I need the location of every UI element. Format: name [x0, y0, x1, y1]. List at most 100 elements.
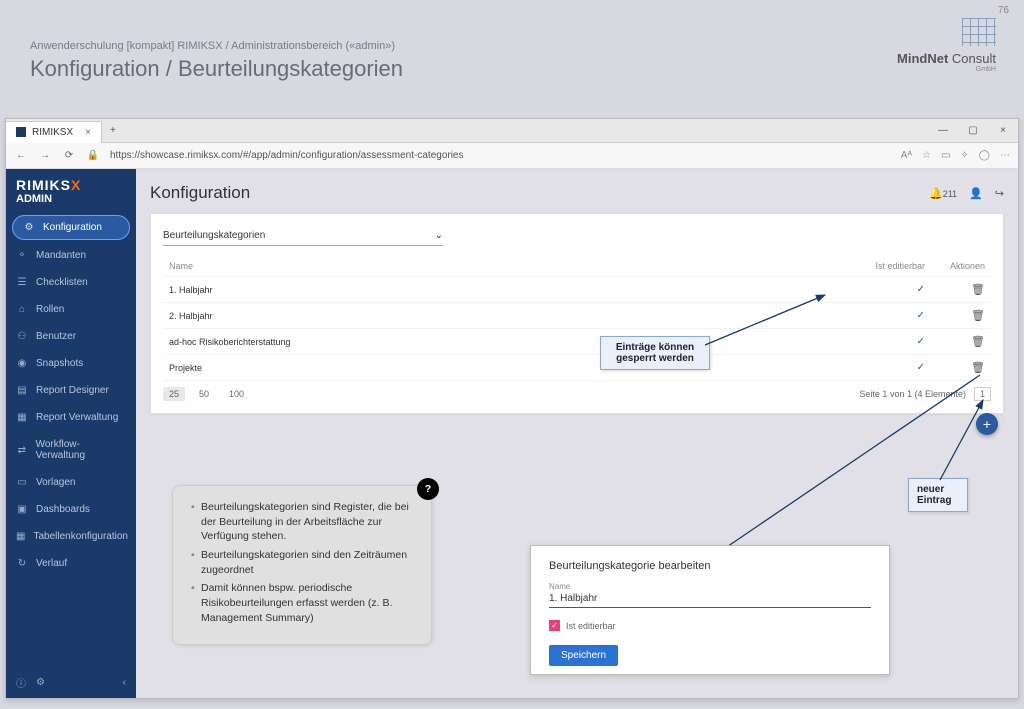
nav-icon: ⚙ — [23, 222, 35, 233]
browser-tab[interactable]: RIMIKSX × — [6, 121, 102, 143]
delete-icon[interactable]: 🗑 — [971, 310, 985, 322]
info-bullet: Damit können bspw. periodische Risikobeu… — [191, 581, 413, 625]
nav-label: Report Designer — [36, 385, 109, 396]
extension-icon[interactable]: ✧ — [960, 150, 968, 161]
nav-label: Dashboards — [36, 504, 90, 515]
nav-label: Tabellenkonfiguration — [33, 531, 128, 542]
check-icon[interactable]: ✓ — [917, 284, 925, 295]
nav-icon: ▤ — [16, 385, 28, 396]
table-row[interactable]: Projekte✓🗑 — [163, 355, 991, 381]
nav-icon: ▣ — [16, 504, 28, 515]
check-icon[interactable]: ✓ — [917, 362, 925, 373]
profile-icon[interactable]: ◯ — [979, 150, 990, 161]
collapse-sidebar-icon[interactable]: ‹ — [123, 677, 126, 688]
nav-icon: ↻ — [16, 558, 28, 569]
help-icon[interactable]: ⓘ — [16, 675, 26, 690]
help-badge-icon: ? — [417, 478, 439, 500]
category-dropdown[interactable]: Beurteilungskategorien ⌄ — [163, 226, 443, 246]
read-icon[interactable]: Aᴬ — [901, 150, 912, 161]
sidebar-item-dashboards[interactable]: ▣ Dashboards — [6, 496, 136, 523]
collection-icon[interactable]: ▭ — [941, 150, 950, 161]
col-actions: Aktionen — [931, 256, 991, 277]
nav-label: Verlauf — [36, 558, 67, 569]
nav: ⚙Konfiguration⚬Mandanten☰Checklisten⌂Rol… — [6, 213, 136, 577]
close-icon[interactable]: × — [988, 125, 1018, 136]
delete-icon[interactable]: 🗑 — [971, 362, 985, 374]
nav-icon: ▦ — [16, 412, 28, 423]
main-title: Konfiguration — [150, 183, 250, 203]
page-number-box[interactable]: 1 — [974, 387, 991, 401]
brand: RIMIKSX ADMIN — [6, 169, 136, 213]
tab-close-icon[interactable]: × — [85, 127, 91, 138]
nav-icon: ▭ — [16, 477, 28, 488]
nav-label: Mandanten — [36, 250, 86, 261]
page-title: Konfiguration / Beurteilungskategorien — [30, 56, 994, 82]
lock-icon: 🔒 — [86, 150, 100, 161]
edit-panel: Beurteilungskategorie bearbeiten Name 1.… — [530, 545, 890, 675]
page-size-25[interactable]: 25 — [163, 387, 185, 401]
callout-lock: Einträge können gesperrt werden — [600, 336, 710, 370]
star-icon[interactable]: ☆ — [922, 150, 931, 161]
info-bullet: Beurteilungskategorien sind Register, di… — [191, 500, 413, 544]
sidebar-item-report-verwaltung[interactable]: ▦ Report Verwaltung — [6, 404, 136, 431]
info-box: ? Beurteilungskategorien sind Register, … — [172, 485, 432, 645]
pager: 25 50 100 Seite 1 von 1 (4 Elemente) 1 — [163, 387, 991, 401]
nav-label: Snapshots — [36, 358, 83, 369]
sidebar-item-rollen[interactable]: ⌂Rollen — [6, 296, 136, 323]
nav-label: Checklisten — [36, 277, 88, 288]
address-bar: ← → ⟳ 🔒 https://showcase.rimiksx.com/#/a… — [6, 143, 1018, 169]
sidebar-item-tabellenkonfiguration[interactable]: ▦Tabellenkonfiguration — [6, 523, 136, 550]
col-name[interactable]: Name — [163, 256, 689, 277]
sidebar-item-mandanten[interactable]: ⚬Mandanten — [6, 242, 136, 269]
check-icon[interactable]: ✓ — [917, 310, 925, 321]
maximize-icon[interactable]: ▢ — [958, 125, 988, 136]
url-field[interactable]: https://showcase.rimiksx.com/#/app/admin… — [110, 150, 891, 161]
delete-icon[interactable]: 🗑 — [971, 284, 985, 296]
new-tab-button[interactable]: + — [102, 125, 124, 136]
sidebar-item-workflow-verwaltung[interactable]: ⇄Workflow-Verwaltung — [6, 431, 136, 469]
page-size-50[interactable]: 50 — [193, 387, 215, 401]
tab-title: RIMIKSX — [32, 127, 73, 138]
user-icon[interactable]: 👤 — [969, 187, 983, 200]
logout-icon[interactable]: ↪ — [995, 187, 1004, 200]
table-row[interactable]: 1. Halbjahr ✓ 🗑 — [163, 277, 991, 303]
save-button[interactable]: Speichern — [549, 645, 618, 666]
editable-checkbox[interactable]: ✓ Ist editierbar — [549, 620, 871, 631]
nav-label: Vorlagen — [36, 477, 75, 488]
field-label-name: Name — [549, 582, 871, 591]
delete-icon[interactable]: 🗑 — [971, 336, 985, 348]
sidebar-item-konfiguration[interactable]: ⚙Konfiguration — [12, 215, 130, 240]
notifications-icon[interactable]: 🔔211 — [929, 187, 957, 200]
sidebar-item-vorlagen[interactable]: ▭ Vorlagen — [6, 469, 136, 496]
back-icon[interactable]: ← — [14, 150, 28, 161]
sidebar-item-benutzer[interactable]: ⚇Benutzer — [6, 323, 136, 350]
chevron-down-icon: ⌄ — [435, 230, 443, 241]
breadcrumb: Anwenderschulung [kompakt] RIMIKSX / Adm… — [30, 40, 994, 52]
minimize-icon[interactable]: — — [928, 125, 958, 136]
check-icon[interactable]: ✓ — [917, 336, 925, 347]
menu-icon[interactable]: ⋯ — [1000, 150, 1010, 161]
callout-new: neuer Eintrag — [908, 478, 968, 512]
settings-icon[interactable]: ⚙ — [36, 677, 45, 688]
nav-icon: ⚇ — [16, 331, 28, 342]
forward-icon[interactable]: → — [38, 150, 52, 161]
cell-name: 1. Halbjahr — [163, 277, 689, 303]
nav-label: Rollen — [36, 304, 64, 315]
page-size-100[interactable]: 100 — [223, 387, 250, 401]
nav-icon: ◉ — [16, 358, 28, 369]
sidebar-item-snapshots[interactable]: ◉ Snapshots — [6, 350, 136, 377]
sidebar-item-report-designer[interactable]: ▤ Report Designer — [6, 377, 136, 404]
reload-icon[interactable]: ⟳ — [62, 150, 76, 161]
add-button[interactable]: + — [976, 413, 998, 435]
nav-label: Workflow-Verwaltung — [36, 439, 126, 461]
sidebar-item-checklisten[interactable]: ☰Checklisten — [6, 269, 136, 296]
table-row[interactable]: ad-hoc Risikoberichterstattung✓🗑 — [163, 329, 991, 355]
nav-label: Report Verwaltung — [36, 412, 118, 423]
page-number: 76 — [998, 5, 1009, 16]
sidebar-item-verlauf[interactable]: ↻ Verlauf — [6, 550, 136, 577]
sidebar: RIMIKSX ADMIN ⚙Konfiguration⚬Mandanten☰C… — [6, 169, 136, 698]
name-input[interactable]: 1. Halbjahr — [549, 591, 871, 608]
table-row[interactable]: 2. Halbjahr✓🗑 — [163, 303, 991, 329]
config-card: Beurteilungskategorien ⌄ Name Ist editie… — [150, 213, 1004, 414]
col-editable[interactable]: Ist editierbar — [689, 256, 931, 277]
